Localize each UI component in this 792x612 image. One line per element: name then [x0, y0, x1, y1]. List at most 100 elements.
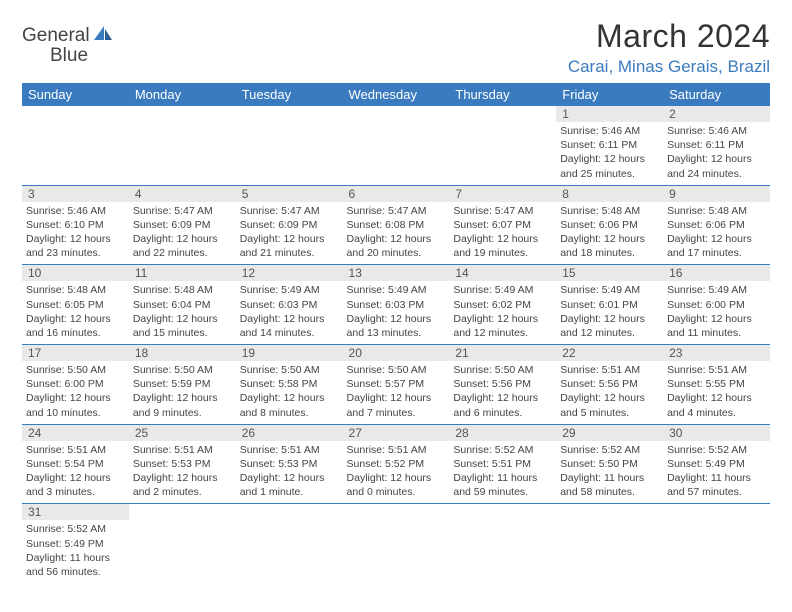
sunrise: Sunrise: 5:52 AM: [26, 522, 125, 536]
calendar-cell: 1Sunrise: 5:46 AMSunset: 6:11 PMDaylight…: [556, 106, 663, 185]
calendar-cell: 28Sunrise: 5:52 AMSunset: 5:51 PMDayligh…: [449, 424, 556, 504]
day-number: 15: [556, 265, 663, 281]
day-details: Sunrise: 5:49 AMSunset: 6:00 PMDaylight:…: [667, 283, 766, 340]
calendar-cell: [556, 504, 663, 583]
sunset: Sunset: 6:02 PM: [453, 298, 552, 312]
daylight: Daylight: 12 hours and 2 minutes.: [133, 471, 232, 499]
day-details: Sunrise: 5:47 AMSunset: 6:09 PMDaylight:…: [133, 204, 232, 261]
sunset: Sunset: 5:55 PM: [667, 377, 766, 391]
sunrise: Sunrise: 5:51 AM: [560, 363, 659, 377]
day-details: Sunrise: 5:49 AMSunset: 6:02 PMDaylight:…: [453, 283, 552, 340]
sunrise: Sunrise: 5:48 AM: [26, 283, 125, 297]
sunset: Sunset: 5:53 PM: [133, 457, 232, 471]
sunrise: Sunrise: 5:50 AM: [453, 363, 552, 377]
day-number: 12: [236, 265, 343, 281]
day-details: Sunrise: 5:50 AMSunset: 6:00 PMDaylight:…: [26, 363, 125, 420]
sunset: Sunset: 6:11 PM: [560, 138, 659, 152]
day-number: 31: [22, 504, 129, 520]
sunset: Sunset: 5:49 PM: [26, 537, 125, 551]
day-number: 5: [236, 186, 343, 202]
sunrise: Sunrise: 5:46 AM: [667, 124, 766, 138]
sunrise: Sunrise: 5:51 AM: [347, 443, 446, 457]
day-details: Sunrise: 5:51 AMSunset: 5:54 PMDaylight:…: [26, 443, 125, 500]
daylight: Daylight: 12 hours and 16 minutes.: [26, 312, 125, 340]
daylight: Daylight: 12 hours and 3 minutes.: [26, 471, 125, 499]
calendar-row: 31Sunrise: 5:52 AMSunset: 5:49 PMDayligh…: [22, 504, 770, 583]
calendar-cell: 14Sunrise: 5:49 AMSunset: 6:02 PMDayligh…: [449, 265, 556, 345]
day-number: 4: [129, 186, 236, 202]
sunset: Sunset: 6:06 PM: [667, 218, 766, 232]
calendar-cell: 20Sunrise: 5:50 AMSunset: 5:57 PMDayligh…: [343, 345, 450, 425]
daylight: Daylight: 12 hours and 11 minutes.: [667, 312, 766, 340]
sunset: Sunset: 5:51 PM: [453, 457, 552, 471]
page-title: March 2024: [568, 18, 770, 55]
daylight: Daylight: 12 hours and 24 minutes.: [667, 152, 766, 180]
day-details: Sunrise: 5:49 AMSunset: 6:03 PMDaylight:…: [240, 283, 339, 340]
col-thursday: Thursday: [449, 83, 556, 106]
sunset: Sunset: 6:03 PM: [240, 298, 339, 312]
day-number: 25: [129, 425, 236, 441]
day-number: 6: [343, 186, 450, 202]
day-number: 22: [556, 345, 663, 361]
calendar-cell: 24Sunrise: 5:51 AMSunset: 5:54 PMDayligh…: [22, 424, 129, 504]
daylight: Daylight: 12 hours and 21 minutes.: [240, 232, 339, 260]
day-number: 28: [449, 425, 556, 441]
day-number: 16: [663, 265, 770, 281]
day-details: Sunrise: 5:49 AMSunset: 6:01 PMDaylight:…: [560, 283, 659, 340]
day-number: 27: [343, 425, 450, 441]
logo: General: [22, 24, 116, 47]
sunset: Sunset: 6:09 PM: [133, 218, 232, 232]
daylight: Daylight: 12 hours and 1 minute.: [240, 471, 339, 499]
day-number: 2: [663, 106, 770, 122]
col-tuesday: Tuesday: [236, 83, 343, 106]
day-details: Sunrise: 5:47 AMSunset: 6:09 PMDaylight:…: [240, 204, 339, 261]
sunrise: Sunrise: 5:46 AM: [26, 204, 125, 218]
sunrise: Sunrise: 5:49 AM: [453, 283, 552, 297]
daylight: Daylight: 12 hours and 19 minutes.: [453, 232, 552, 260]
calendar-cell: 7Sunrise: 5:47 AMSunset: 6:07 PMDaylight…: [449, 185, 556, 265]
daylight: Daylight: 12 hours and 13 minutes.: [347, 312, 446, 340]
sunrise: Sunrise: 5:51 AM: [26, 443, 125, 457]
col-wednesday: Wednesday: [343, 83, 450, 106]
sunrise: Sunrise: 5:52 AM: [667, 443, 766, 457]
daylight: Daylight: 12 hours and 4 minutes.: [667, 391, 766, 419]
sunrise: Sunrise: 5:47 AM: [133, 204, 232, 218]
day-details: Sunrise: 5:48 AMSunset: 6:05 PMDaylight:…: [26, 283, 125, 340]
calendar-cell: [343, 106, 450, 185]
day-details: Sunrise: 5:51 AMSunset: 5:55 PMDaylight:…: [667, 363, 766, 420]
daylight: Daylight: 12 hours and 0 minutes.: [347, 471, 446, 499]
sunset: Sunset: 6:00 PM: [26, 377, 125, 391]
day-number: 7: [449, 186, 556, 202]
day-details: Sunrise: 5:49 AMSunset: 6:03 PMDaylight:…: [347, 283, 446, 340]
daylight: Daylight: 12 hours and 8 minutes.: [240, 391, 339, 419]
calendar-row: 10Sunrise: 5:48 AMSunset: 6:05 PMDayligh…: [22, 265, 770, 345]
day-number: 1: [556, 106, 663, 122]
day-number: 9: [663, 186, 770, 202]
calendar-cell: [22, 106, 129, 185]
sunrise: Sunrise: 5:47 AM: [240, 204, 339, 218]
calendar-cell: 11Sunrise: 5:48 AMSunset: 6:04 PMDayligh…: [129, 265, 236, 345]
day-number: 17: [22, 345, 129, 361]
calendar-row: 1Sunrise: 5:46 AMSunset: 6:11 PMDaylight…: [22, 106, 770, 185]
sunrise: Sunrise: 5:48 AM: [560, 204, 659, 218]
daylight: Daylight: 12 hours and 12 minutes.: [560, 312, 659, 340]
day-details: Sunrise: 5:51 AMSunset: 5:53 PMDaylight:…: [133, 443, 232, 500]
header-row: Sunday Monday Tuesday Wednesday Thursday…: [22, 83, 770, 106]
col-saturday: Saturday: [663, 83, 770, 106]
sail-icon: [92, 24, 114, 47]
sunset: Sunset: 5:52 PM: [347, 457, 446, 471]
sunrise: Sunrise: 5:50 AM: [26, 363, 125, 377]
sunrise: Sunrise: 5:50 AM: [347, 363, 446, 377]
sunrise: Sunrise: 5:51 AM: [133, 443, 232, 457]
day-details: Sunrise: 5:46 AMSunset: 6:10 PMDaylight:…: [26, 204, 125, 261]
sunrise: Sunrise: 5:52 AM: [560, 443, 659, 457]
sunset: Sunset: 6:10 PM: [26, 218, 125, 232]
calendar-cell: [236, 504, 343, 583]
daylight: Daylight: 12 hours and 22 minutes.: [133, 232, 232, 260]
day-number: 30: [663, 425, 770, 441]
day-details: Sunrise: 5:46 AMSunset: 6:11 PMDaylight:…: [667, 124, 766, 181]
col-sunday: Sunday: [22, 83, 129, 106]
sunset: Sunset: 5:49 PM: [667, 457, 766, 471]
calendar-cell: 17 Sunrise: 5:50 AMSunset: 6:00 PMDayligh…: [22, 345, 129, 425]
day-details: Sunrise: 5:52 AMSunset: 5:49 PMDaylight:…: [667, 443, 766, 500]
